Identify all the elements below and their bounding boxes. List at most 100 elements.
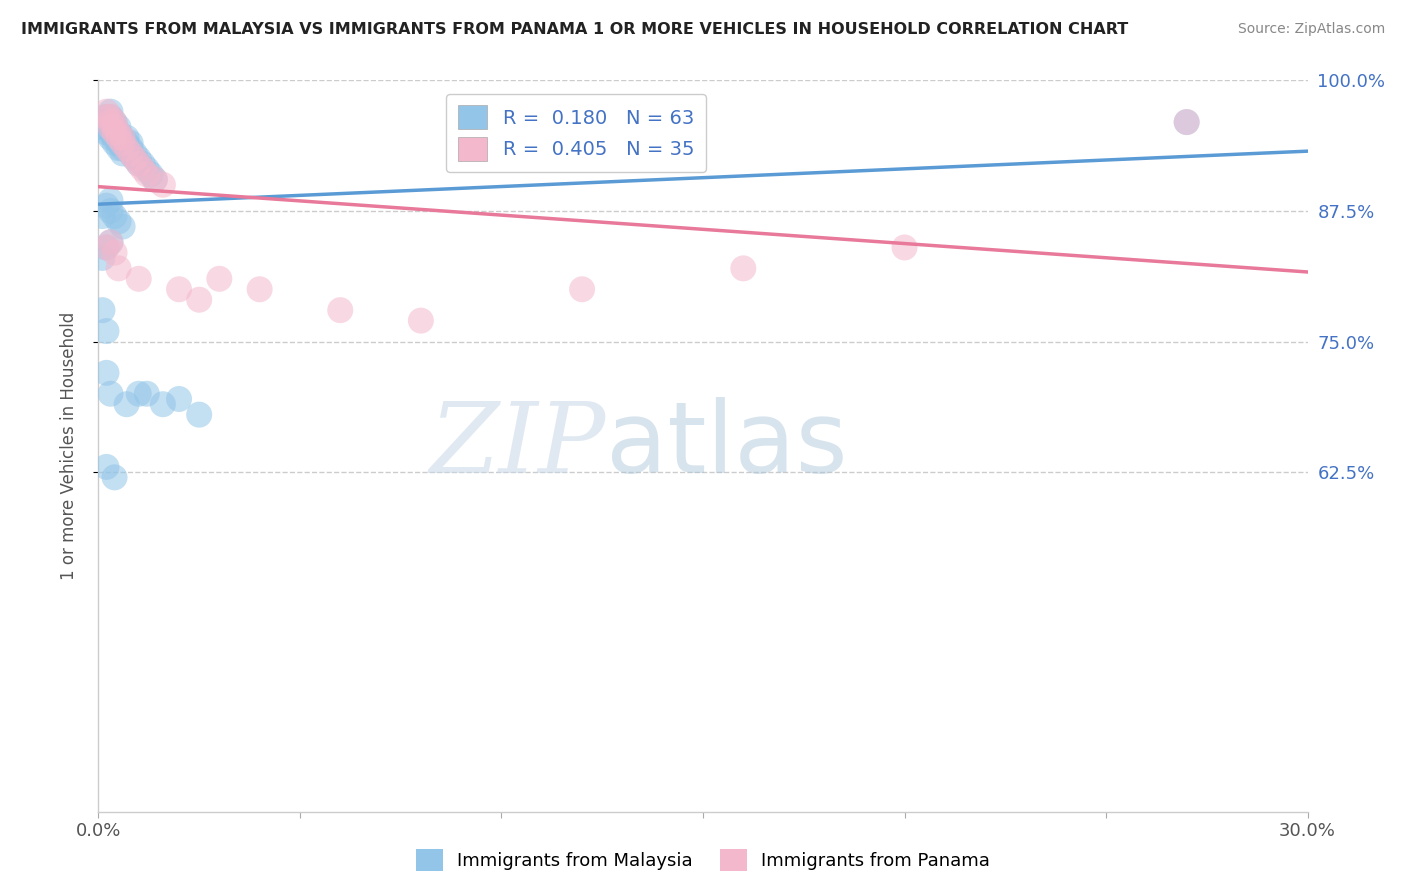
Point: [100, 126, 122, 140]
Point: [100, 110, 122, 124]
Point: [107, 136, 129, 150]
Point: [107, 130, 129, 145]
Point: [107, 120, 129, 135]
Point: [103, 470, 125, 484]
Point: [249, 282, 271, 296]
Point: [152, 178, 174, 192]
Point: [103, 115, 125, 129]
Point: [91, 209, 114, 223]
Point: [96, 199, 118, 213]
Point: [103, 126, 125, 140]
Point: [135, 162, 157, 177]
Point: [188, 293, 211, 307]
Point: [96, 366, 118, 380]
Point: [107, 261, 129, 276]
Point: [115, 141, 138, 155]
Point: [132, 162, 155, 177]
Point: [135, 386, 157, 401]
Point: [103, 245, 125, 260]
Point: [96, 240, 118, 254]
Point: [111, 136, 134, 150]
Point: [115, 136, 138, 150]
Text: ZIP: ZIP: [430, 399, 606, 493]
Point: [111, 146, 134, 161]
Point: [167, 392, 190, 406]
Point: [91, 251, 114, 265]
Point: [100, 104, 122, 119]
Point: [120, 146, 142, 161]
Point: [128, 157, 150, 171]
Point: [132, 157, 155, 171]
Point: [124, 146, 146, 161]
Point: [120, 136, 142, 150]
Point: [208, 272, 231, 286]
Point: [96, 110, 118, 124]
Point: [91, 303, 114, 318]
Point: [115, 397, 138, 411]
Point: [733, 261, 755, 276]
Point: [139, 167, 162, 181]
Point: [100, 203, 122, 218]
Text: Source: ZipAtlas.com: Source: ZipAtlas.com: [1237, 22, 1385, 37]
Point: [124, 152, 146, 166]
Point: [409, 313, 432, 327]
Point: [96, 324, 118, 338]
Point: [103, 120, 125, 135]
Point: [96, 240, 118, 254]
Point: [128, 272, 150, 286]
Point: [107, 126, 129, 140]
Point: [103, 115, 125, 129]
Point: [124, 152, 146, 166]
Point: [143, 172, 166, 186]
Point: [96, 120, 118, 135]
Point: [103, 136, 125, 150]
Point: [100, 115, 122, 129]
Point: [107, 130, 129, 145]
Point: [100, 115, 122, 129]
Y-axis label: 1 or more Vehicles in Household: 1 or more Vehicles in Household: [59, 312, 77, 580]
Point: [100, 120, 122, 135]
Point: [1175, 115, 1198, 129]
Point: [111, 136, 134, 150]
Point: [571, 282, 593, 296]
Text: IMMIGRANTS FROM MALAYSIA VS IMMIGRANTS FROM PANAMA 1 OR MORE VEHICLES IN HOUSEHO: IMMIGRANTS FROM MALAYSIA VS IMMIGRANTS F…: [21, 22, 1129, 37]
Point: [107, 214, 129, 228]
Point: [128, 386, 150, 401]
Point: [135, 167, 157, 181]
Point: [100, 120, 122, 135]
Point: [111, 130, 134, 145]
Point: [111, 130, 134, 145]
Point: [91, 120, 114, 135]
Point: [1175, 115, 1198, 129]
Point: [128, 157, 150, 171]
Point: [103, 209, 125, 223]
Point: [128, 152, 150, 166]
Point: [96, 115, 118, 129]
Point: [329, 303, 352, 318]
Point: [100, 235, 122, 250]
Point: [143, 172, 166, 186]
Point: [100, 235, 122, 250]
Point: [152, 397, 174, 411]
Point: [893, 240, 915, 254]
Legend: Immigrants from Malaysia, Immigrants from Panama: Immigrants from Malaysia, Immigrants fro…: [409, 842, 997, 879]
Point: [96, 459, 118, 474]
Point: [120, 146, 142, 161]
Point: [111, 219, 134, 234]
Point: [100, 130, 122, 145]
Point: [120, 141, 142, 155]
Point: [100, 194, 122, 208]
Point: [107, 126, 129, 140]
Point: [115, 130, 138, 145]
Point: [100, 386, 122, 401]
Text: atlas: atlas: [606, 398, 848, 494]
Legend: R =  0.180   N = 63, R =  0.405   N = 35: R = 0.180 N = 63, R = 0.405 N = 35: [446, 94, 706, 172]
Point: [91, 115, 114, 129]
Point: [103, 120, 125, 135]
Point: [100, 110, 122, 124]
Point: [188, 408, 211, 422]
Point: [111, 141, 134, 155]
Point: [96, 110, 118, 124]
Point: [107, 141, 129, 155]
Point: [115, 141, 138, 155]
